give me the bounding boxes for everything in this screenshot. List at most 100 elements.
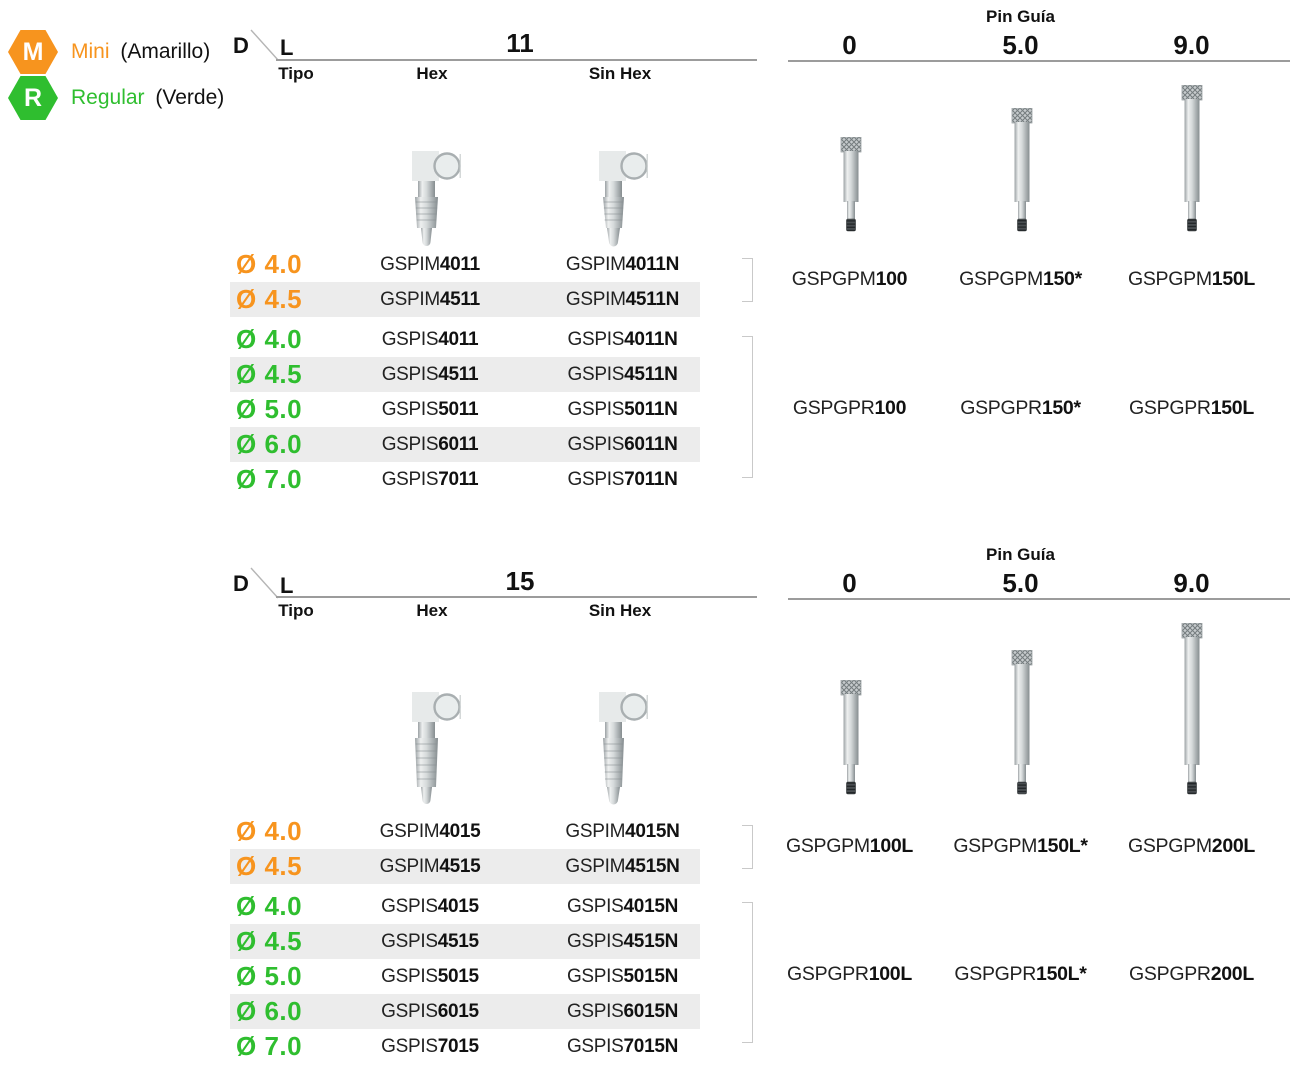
code-number: 100: [874, 397, 907, 419]
mini-group-bracket: [742, 825, 753, 869]
code-prefix: GSPGPR: [954, 963, 1037, 985]
l-axis-label: L: [280, 35, 294, 60]
product-code-hex: GSPIS4015: [320, 889, 540, 924]
code-number: 4011N: [624, 329, 678, 350]
column-sin-hex: Sin Hex: [588, 64, 652, 83]
pin-guia-title: Pin Guía: [986, 545, 1055, 564]
code-prefix: GSPIS: [566, 896, 624, 917]
code-number: 5011N: [624, 399, 678, 420]
code-number: 4515: [437, 931, 479, 952]
pin-code-mini: GSPGPM100: [764, 268, 935, 291]
l-axis-label: L: [280, 573, 294, 598]
code-prefix: GSPIS: [381, 966, 438, 987]
code-prefix: GSPIS: [566, 931, 624, 952]
product-code-sin-hex: GSPIS6015N: [545, 994, 700, 1029]
diameter-label: Ø 4.0: [236, 816, 303, 846]
diameter-label: Ø 4.5: [236, 284, 303, 314]
table-row: Ø 6.0 GSPIS6015 GSPIS6015N: [230, 994, 700, 1029]
product-code-sin-hex: GSPIS7011N: [545, 462, 700, 497]
code-prefix: GSPGPR: [1129, 397, 1211, 419]
table-row: Ø 5.0 GSPIS5015 GSPIS5015N: [230, 959, 700, 994]
product-code-hex: GSPIS4511: [320, 357, 540, 392]
code-prefix: GSPIS: [566, 1036, 624, 1057]
code-number: 7015: [437, 1036, 479, 1057]
code-prefix: GSPIS: [567, 399, 625, 420]
table-row: Ø 4.5 GSPIS4515 GSPIS4515N: [230, 924, 700, 959]
length-value: 11: [506, 28, 534, 58]
diameter-label: Ø 5.0: [236, 394, 303, 424]
dl-diagonal-line: [250, 567, 279, 599]
code-prefix: GSPGPR: [960, 397, 1042, 419]
product-code-hex: GSPIS4011: [320, 322, 540, 357]
code-prefix: GSPIS: [381, 1001, 438, 1022]
code-number: 4015N: [625, 821, 680, 842]
product-code-sin-hex: GSPIM4011N: [545, 247, 700, 282]
table-row: Ø 4.0 GSPIS4015 GSPIS4015N: [230, 889, 700, 924]
guide-pin-image: [1011, 650, 1033, 795]
code-number: 4511: [438, 364, 479, 385]
code-prefix: GSPIM: [565, 821, 626, 842]
product-code-hex: GSPIS4515: [320, 924, 540, 959]
code-prefix: GSPIS: [381, 1036, 438, 1057]
code-prefix: GSPIS: [567, 329, 625, 350]
regular-hexagon-badge: R: [8, 76, 58, 120]
diameter-label: Ø 4.0: [236, 891, 303, 921]
table-row: Ø 7.0 GSPIS7011 GSPIS7011N: [230, 462, 700, 497]
product-code-sin-hex: GSPIM4515N: [545, 849, 700, 884]
pin-code-mini: GSPGPM150L*: [935, 835, 1106, 858]
code-number: 5011: [438, 399, 479, 420]
product-code-sin-hex: GSPIS4011N: [545, 322, 700, 357]
d-axis-label: D: [233, 33, 249, 58]
code-prefix: GSPIS: [567, 364, 625, 385]
code-number: 200L: [1210, 963, 1255, 985]
diameter-label: Ø 4.0: [236, 249, 303, 279]
code-number: 6011N: [624, 434, 678, 455]
pin-col-0: 0: [842, 30, 857, 60]
product-code-hex: GSPIS6015: [320, 994, 540, 1029]
code-number: 5015: [437, 966, 479, 987]
code-prefix: GSPIS: [381, 329, 439, 350]
legend: M Mini (Amarillo) R Regular (Verde): [8, 30, 224, 122]
code-prefix: GSPGPM: [1127, 835, 1212, 857]
code-number: 100L: [868, 963, 913, 985]
header-underline: [276, 59, 757, 61]
code-prefix: GSPIS: [566, 1001, 624, 1022]
badge-letter: M: [22, 37, 44, 66]
legend-label: Mini (Amarillo): [71, 40, 210, 64]
diameter-label: Ø 4.0: [236, 324, 303, 354]
code-prefix: GSPIS: [381, 931, 438, 952]
table-row: Ø 6.0 GSPIS6011 GSPIS6011N: [230, 427, 700, 462]
code-prefix: GSPIS: [381, 896, 438, 917]
code-number: 150*: [1041, 397, 1081, 419]
legend-label: Regular (Verde): [71, 86, 224, 110]
code-prefix: GSPIS: [381, 469, 439, 490]
sin-hex-abutment-image: [599, 692, 648, 805]
pin-code-mini: GSPGPM100L: [764, 835, 935, 858]
code-prefix: GSPGPR: [1129, 963, 1211, 985]
code-prefix: GSPGPM: [785, 835, 870, 857]
legend-item-mini: M Mini (Amarillo): [8, 30, 224, 74]
code-prefix: GSPIM: [380, 289, 440, 310]
regular-group-bracket: [742, 336, 753, 478]
code-prefix: GSPIM: [565, 289, 626, 310]
product-code-hex: GSPIS6011: [320, 427, 540, 462]
product-code-hex: GSPIS7015: [320, 1029, 540, 1064]
diameter-label: Ø 6.0: [236, 429, 303, 459]
product-code-hex: GSPIM4011: [320, 247, 540, 282]
product-code-hex: GSPIS5011: [320, 392, 540, 427]
column-hex: Hex: [416, 64, 448, 83]
code-prefix: GSPIM: [380, 254, 440, 275]
product-code-sin-hex: GSPIM4511N: [545, 282, 700, 317]
table-row: Ø 4.5 GSPIM4515 GSPIM4515N: [230, 849, 700, 884]
code-prefix: GSPIM: [379, 856, 440, 877]
code-prefix: GSPGPM: [791, 268, 876, 290]
code-number: 150L*: [1036, 963, 1087, 985]
header-underline: [276, 596, 757, 598]
product-code-hex: GSPIS5015: [320, 959, 540, 994]
code-number: 5015N: [623, 966, 679, 987]
dl-diagonal-line: [250, 29, 279, 61]
guide-pin-image: [1181, 85, 1203, 232]
code-number: 150L*: [1037, 835, 1088, 857]
hex-abutment-image: [412, 151, 461, 246]
product-code-sin-hex: GSPIS5015N: [545, 959, 700, 994]
